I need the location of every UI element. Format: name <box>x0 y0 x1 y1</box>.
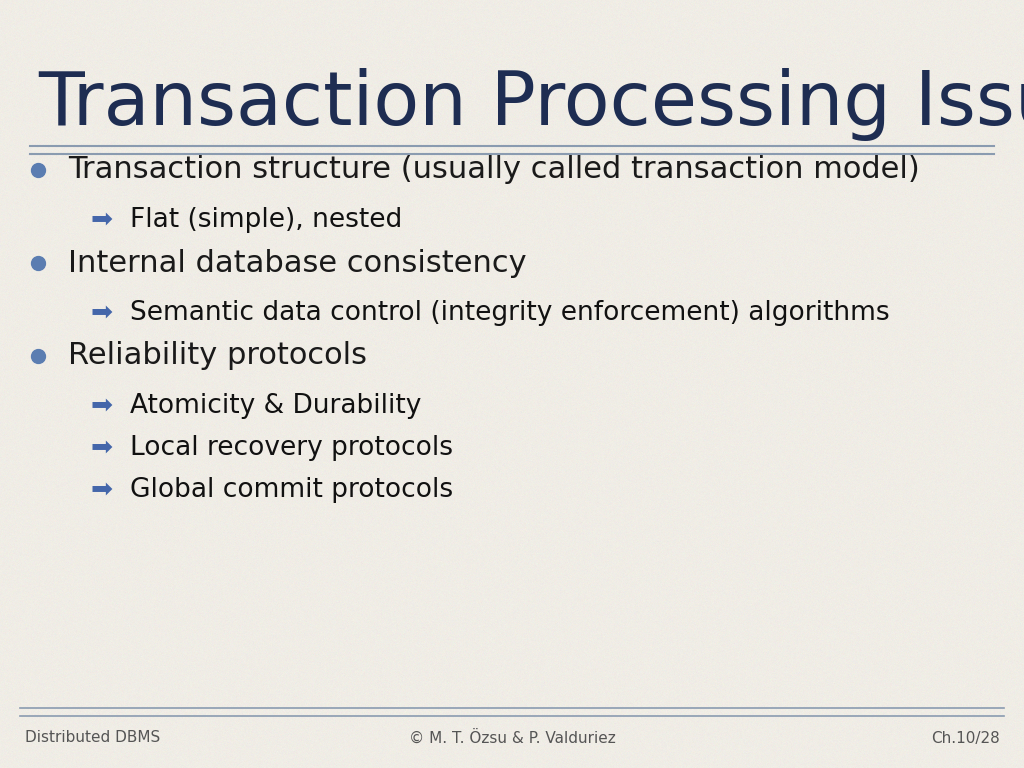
Text: © M. T. Özsu & P. Valduriez: © M. T. Özsu & P. Valduriez <box>409 730 615 746</box>
Text: ➡: ➡ <box>90 300 112 326</box>
Text: Semantic data control (integrity enforcement) algorithms: Semantic data control (integrity enforce… <box>130 300 890 326</box>
Text: Local recovery protocols: Local recovery protocols <box>130 435 453 461</box>
Text: Atomicity & Durability: Atomicity & Durability <box>130 393 421 419</box>
Text: ➡: ➡ <box>90 477 112 503</box>
Text: Distributed DBMS: Distributed DBMS <box>25 730 160 746</box>
Text: ➡: ➡ <box>90 207 112 233</box>
Text: ➡: ➡ <box>90 393 112 419</box>
Text: Flat (simple), nested: Flat (simple), nested <box>130 207 402 233</box>
Text: Transaction Processing Issues: Transaction Processing Issues <box>38 68 1024 141</box>
Text: ➡: ➡ <box>90 435 112 461</box>
Text: Internal database consistency: Internal database consistency <box>68 249 526 277</box>
Text: Reliability protocols: Reliability protocols <box>68 342 367 370</box>
Text: Ch.10/28: Ch.10/28 <box>931 730 1000 746</box>
Text: Global commit protocols: Global commit protocols <box>130 477 454 503</box>
Text: Transaction structure (usually called transaction model): Transaction structure (usually called tr… <box>68 155 920 184</box>
